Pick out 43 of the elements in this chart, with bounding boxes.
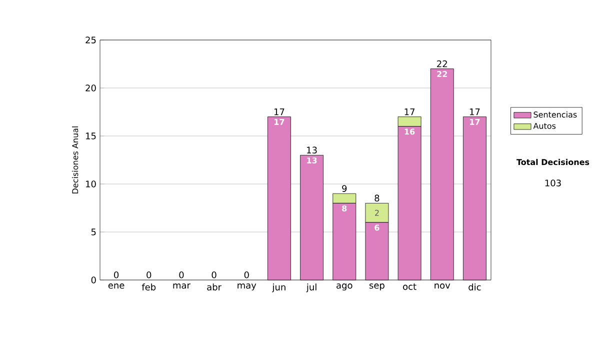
text: 103 — [545, 180, 561, 186]
x-tick-label: oct — [403, 284, 416, 290]
x-tick-label: dic — [468, 284, 481, 290]
total-label: 9 — [342, 185, 347, 192]
total-label: 17 — [404, 108, 414, 116]
y-tick-label: 25 — [86, 36, 96, 44]
x-tick-label: may — [238, 284, 256, 290]
total-label: 17 — [274, 108, 284, 116]
data-label: 22 — [437, 70, 447, 77]
data-label: 17 — [274, 118, 284, 125]
data-label: 6 — [374, 224, 380, 231]
total-label: 0 — [146, 271, 152, 278]
total-label: 22 — [437, 60, 447, 68]
x-tick-label: mar — [173, 284, 190, 289]
total-label: 8 — [374, 194, 380, 202]
total-label: 0 — [212, 271, 216, 278]
data-label: 8 — [342, 205, 347, 212]
y-tick-label: 20 — [86, 84, 96, 92]
x-tick-label: jul — [306, 284, 316, 292]
x-tick-label: ago — [336, 284, 352, 290]
y-tick-label: 0 — [91, 276, 96, 284]
data-label: 17 — [470, 118, 480, 125]
x-tick-label: ene — [108, 284, 124, 289]
legend-label: Sentencias — [534, 111, 577, 118]
data-label: 16 — [404, 128, 415, 135]
total-label: 0 — [114, 271, 119, 278]
y-tick-label: 15 — [86, 132, 96, 140]
total-label: 17 — [470, 108, 480, 116]
y-axis-title: Decisiones Anual — [72, 126, 78, 194]
x-tick-label: abr — [207, 284, 222, 290]
text: Total Decisiones — [516, 158, 590, 166]
data-label: 2 — [374, 210, 379, 216]
x-tick-label: nov — [434, 284, 450, 289]
legend-label: Autos — [533, 122, 556, 129]
x-tick-label: feb — [142, 284, 156, 290]
x-tick-label: sep — [369, 284, 384, 290]
total-label: 13 — [307, 146, 317, 154]
total-label: 0 — [244, 271, 249, 278]
y-tick-label: 10 — [86, 180, 96, 188]
x-tick-label: jun — [272, 284, 286, 292]
total-label: 0 — [179, 271, 184, 278]
data-label: 13 — [307, 157, 317, 164]
y-tick-label: 5 — [91, 228, 96, 236]
